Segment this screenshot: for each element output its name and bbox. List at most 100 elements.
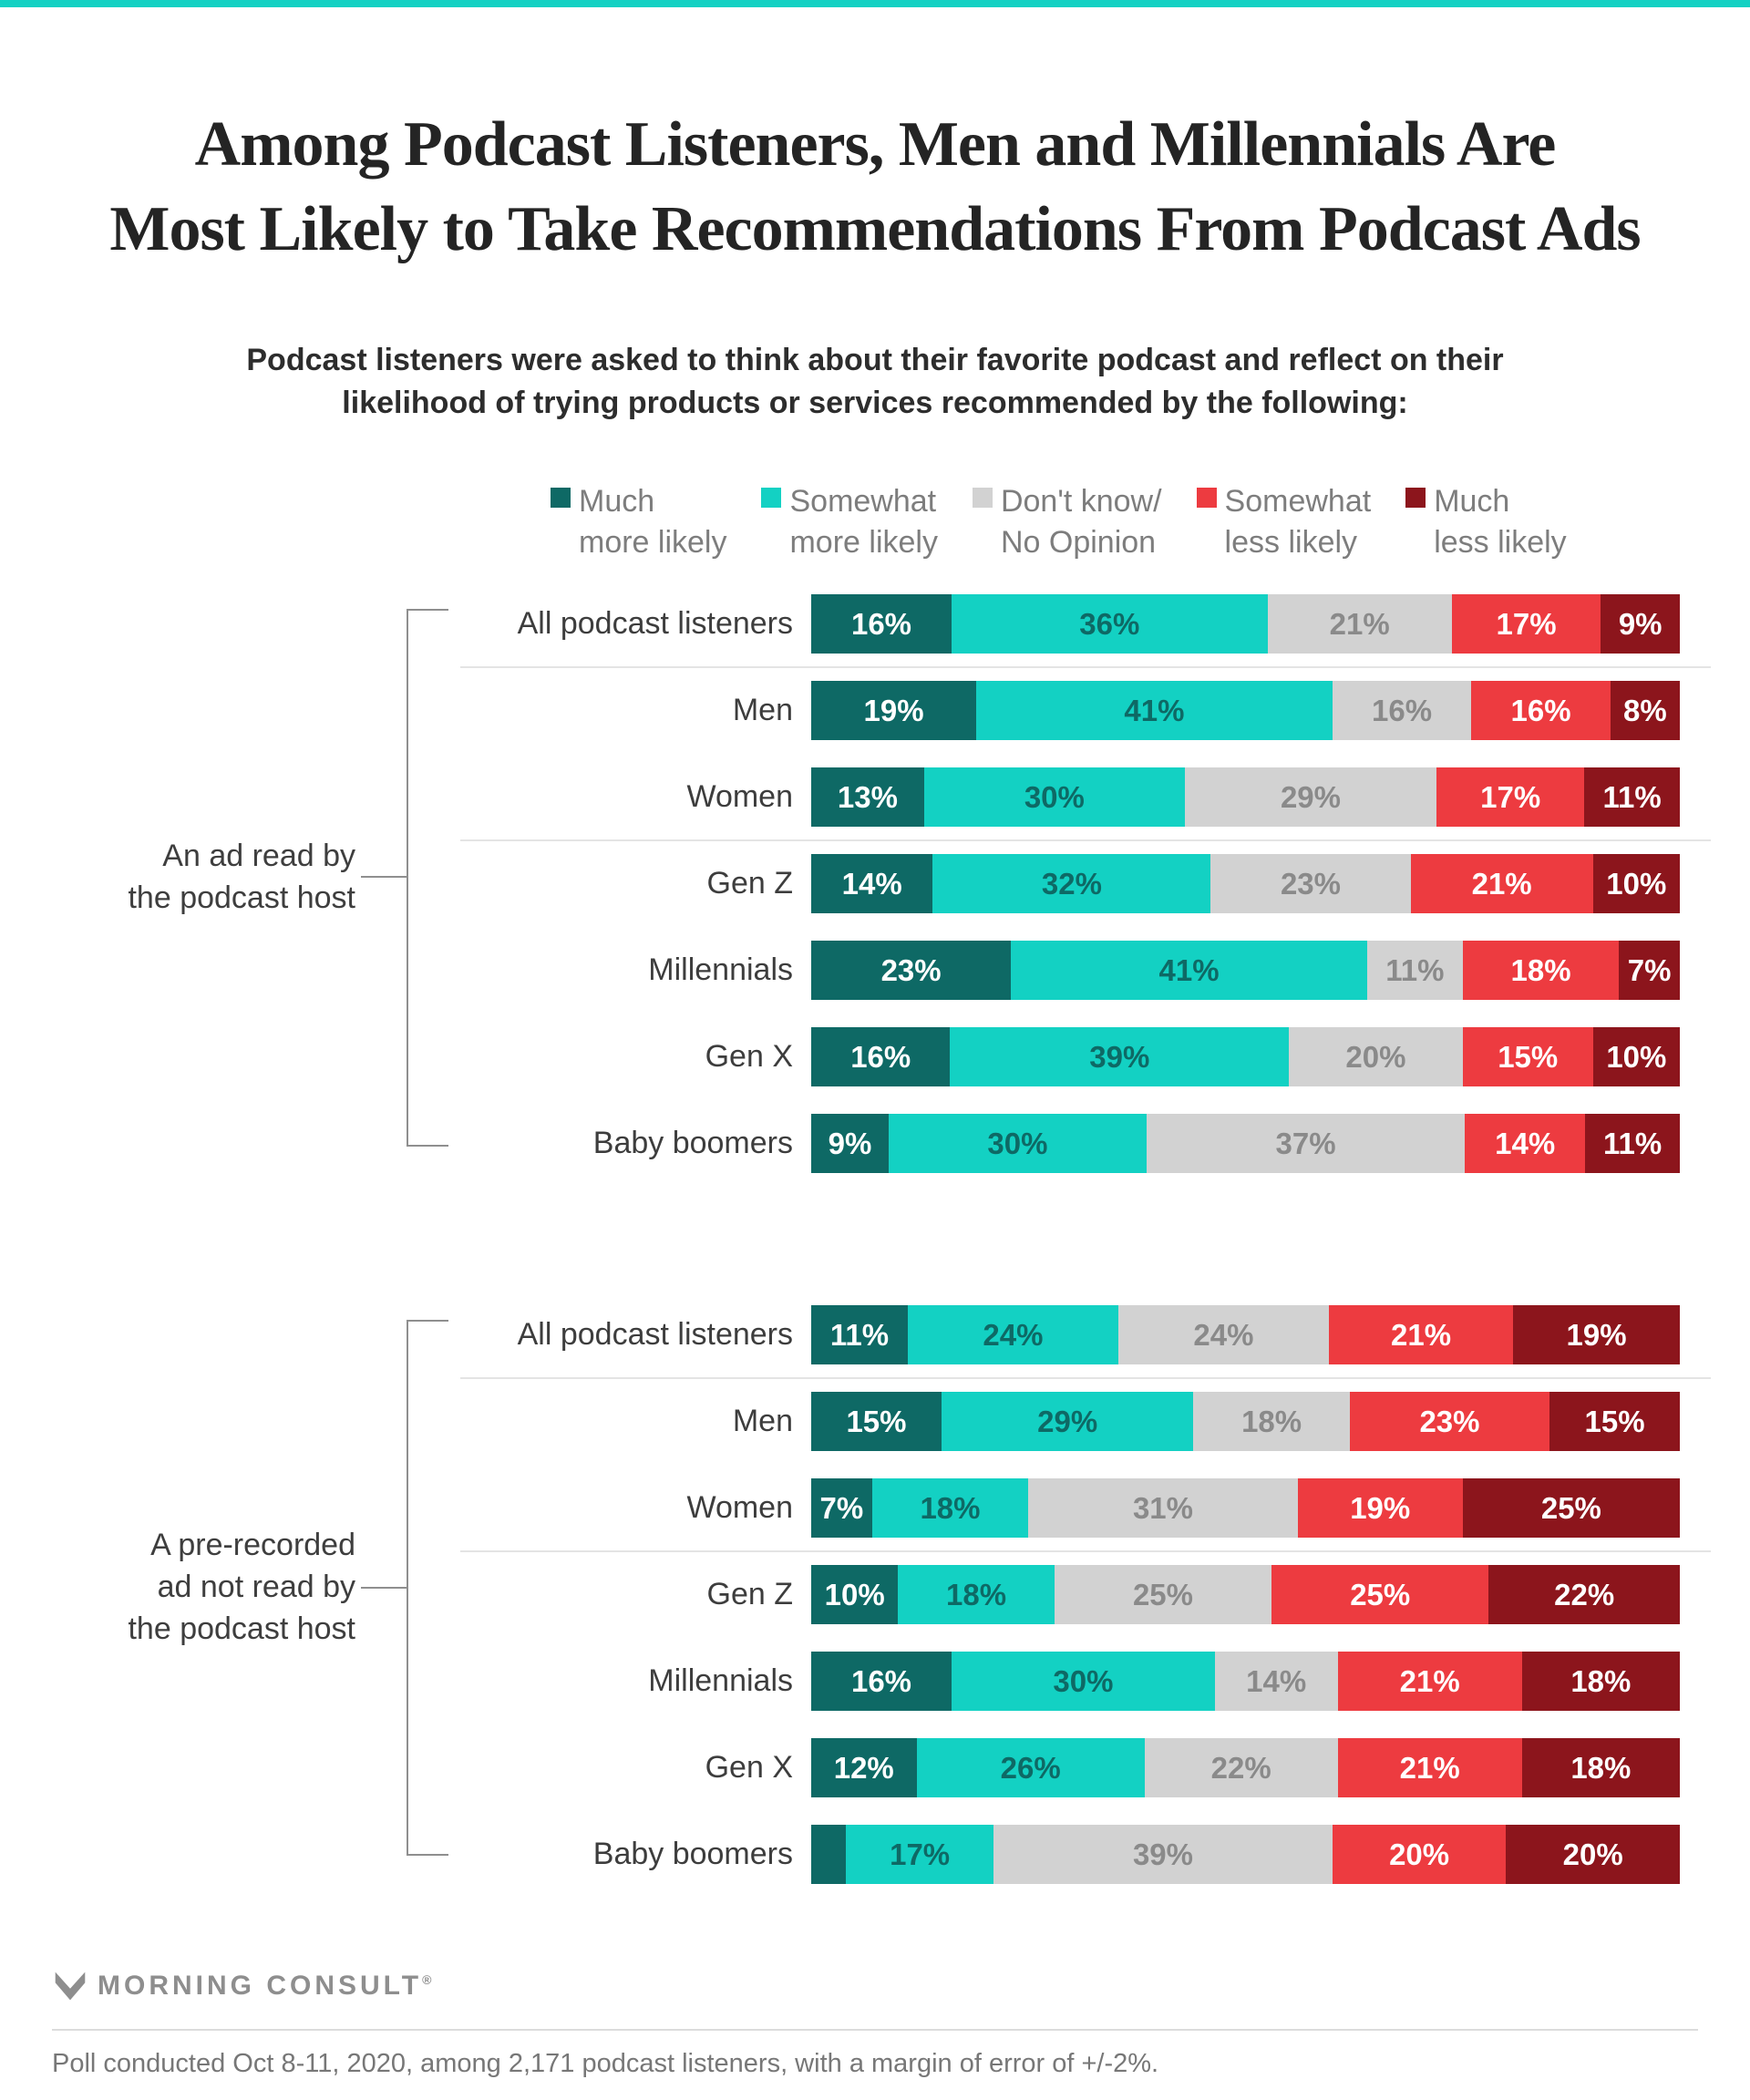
stacked-bar: 23% 41% 11% 18% 7%	[811, 941, 1680, 1000]
legend-swatch-dont-know-no-opinion	[972, 488, 993, 508]
bar-segment-somewhat-more-likely: 29%	[941, 1392, 1194, 1451]
bar-segment-value: 18%	[1570, 1663, 1632, 1698]
group1-label-line2: the podcast host	[128, 880, 355, 915]
bar-segment-much-less-likely: 9%	[1601, 594, 1680, 654]
bar-segment-don-t-know-no-opinion: 37%	[1146, 1114, 1466, 1173]
bar-segment-value: 24%	[1193, 1317, 1254, 1352]
bar-segment-somewhat-more-likely: 18%	[898, 1565, 1055, 1624]
chart-row: Women 7% 18% 31% 19% 25%	[0, 1478, 1680, 1538]
bar-segment-much-more-likely: 16%	[811, 594, 952, 654]
bar-segment-much-more-likely: 23%	[811, 941, 1012, 1000]
row-separator	[460, 1550, 1711, 1552]
chart-subtitle: Podcast listeners were asked to think ab…	[0, 339, 1750, 425]
bar-segment-value: 41%	[1124, 693, 1185, 727]
chart-row: Baby boomers 17% 39% 20% 20%	[0, 1825, 1680, 1884]
bar-segment-value: 16%	[850, 606, 912, 641]
bar-segment-somewhat-less-likely: 16%	[1471, 681, 1611, 740]
bar-segment-don-t-know-no-opinion: 11%	[1366, 941, 1463, 1000]
row-category-label: All podcast listeners	[517, 606, 793, 641]
bar-segment-somewhat-less-likely: 19%	[1297, 1478, 1463, 1538]
bar-segment-value: 36%	[1079, 606, 1140, 641]
legend-swatch-somewhat-less-likely	[1196, 488, 1217, 508]
bar-segment-much-less-likely: 11%	[1585, 1114, 1680, 1173]
bar-segment-value: 32%	[1041, 866, 1102, 901]
bar-segment-value: 15%	[1498, 1039, 1559, 1074]
legend-label: Much more likely	[579, 481, 726, 563]
row-category-label: Baby boomers	[592, 1126, 793, 1160]
bar-segment-value: 7%	[819, 1490, 864, 1525]
bar-segment-value: 17%	[890, 1837, 951, 1871]
group2-label-line2: ad not read by	[157, 1570, 355, 1604]
legend-label: Don't know/ No Opinion	[1001, 481, 1162, 563]
bar-segment-somewhat-more-likely: 41%	[976, 681, 1333, 740]
bar-segment-don-t-know-no-opinion: 22%	[1144, 1738, 1338, 1797]
bar-segment-don-t-know-no-opinion: 39%	[993, 1825, 1333, 1884]
legend-item-much-more-likely: Much more likely	[551, 481, 726, 563]
chart-row: Men 15% 29% 18% 23% 15%	[0, 1392, 1681, 1451]
bar-segment-value: 19%	[863, 693, 924, 727]
bar-segment-value: 29%	[1280, 779, 1342, 814]
bar-segment-value: 11%	[1602, 779, 1662, 814]
group1-label: An ad read by the podcast host	[36, 835, 355, 919]
bar-segment-value: 25%	[1540, 1490, 1601, 1525]
bar-segment-somewhat-more-likely: 18%	[871, 1478, 1029, 1538]
bar-segment-value: 18%	[1241, 1404, 1302, 1438]
row-category-label: Men	[732, 693, 793, 727]
bar-segment-value: 41%	[1158, 952, 1220, 987]
legend-label-line1: Somewhat	[789, 484, 937, 519]
bar-segment-value: 30%	[1024, 779, 1085, 814]
bar-segment-value: 11%	[829, 1317, 890, 1352]
bar-segment-much-more-likely: 14%	[811, 854, 933, 913]
bar-segment-value: 11%	[1602, 1126, 1662, 1160]
group1-bracket-tick-bottom	[407, 1145, 448, 1147]
row-category-label: Baby boomers	[592, 1837, 793, 1871]
stacked-bar: 7% 18% 31% 19% 25%	[811, 1478, 1680, 1538]
bar-segment-value: 37%	[1275, 1126, 1336, 1160]
row-category-label: Women	[686, 779, 793, 814]
legend-label-line1: Much	[579, 484, 655, 519]
chart-subtitle-line2: likelihood of trying products or service…	[342, 386, 1408, 420]
bar-segment-value: 19%	[1350, 1490, 1411, 1525]
bar-segment-somewhat-less-likely: 20%	[1332, 1825, 1507, 1884]
bar-segment-value: 20%	[1345, 1039, 1406, 1074]
legend-swatch-much-less-likely	[1405, 488, 1426, 508]
bar-segment-value: 30%	[987, 1126, 1048, 1160]
morning-consult-logo-icon	[55, 1971, 86, 2001]
bar-segment-much-more-likely: 15%	[811, 1392, 942, 1451]
group1-bracket-connector	[361, 876, 407, 878]
bar-segment-much-less-likely: 22%	[1488, 1565, 1680, 1624]
legend-label: Somewhat less likely	[1225, 481, 1372, 563]
group2-label-line3: the podcast host	[128, 1611, 355, 1646]
bar-segment-value: 9%	[1618, 606, 1662, 641]
bar-segment-somewhat-more-likely: 17%	[846, 1825, 994, 1884]
row-category-label: All podcast listeners	[517, 1317, 793, 1352]
top-accent-bar	[0, 0, 1750, 7]
bar-segment-value: 21%	[1391, 1317, 1452, 1352]
bar-segment-value: 21%	[1399, 1750, 1460, 1785]
bar-segment-value: 7%	[1627, 952, 1672, 987]
bar-segment-much-less-likely: 25%	[1462, 1478, 1680, 1538]
bar-segment-value: 16%	[850, 1039, 911, 1074]
footer-divider	[52, 2029, 1698, 2031]
bar-segment-don-t-know-no-opinion: 20%	[1289, 1027, 1463, 1086]
bar-segment-value: 22%	[1554, 1577, 1615, 1611]
bar-segment-value: 17%	[1496, 606, 1557, 641]
chart-row: Men 19% 41% 16% 16% 8%	[0, 681, 1680, 740]
bar-segment-somewhat-more-likely: 36%	[952, 594, 1268, 654]
stacked-bar: 9% 30% 37% 14% 11%	[811, 1114, 1680, 1173]
bar-segment-much-more-likely: 13%	[811, 767, 924, 827]
bar-segment-much-less-likely: 10%	[1592, 854, 1680, 913]
bar-segment-somewhat-less-likely: 21%	[1337, 1652, 1522, 1711]
legend-label-line1: Somewhat	[1224, 484, 1372, 519]
bar-segment-somewhat-less-likely: 17%	[1451, 594, 1601, 654]
legend-label-line1: Don't know/	[1000, 484, 1162, 519]
bar-segment-don-t-know-no-opinion: 24%	[1117, 1305, 1329, 1364]
brand-name: MORNING CONSULT®	[98, 1971, 431, 2002]
bar-segment-somewhat-less-likely: 25%	[1271, 1565, 1489, 1624]
group1-label-line1: An ad read by	[162, 839, 355, 873]
bar-segment-much-less-likely: 19%	[1513, 1305, 1681, 1364]
bar-segment-value: 12%	[833, 1750, 894, 1785]
bar-segment-much-less-likely: 15%	[1549, 1392, 1681, 1451]
bar-segment-value: 18%	[1570, 1750, 1632, 1785]
